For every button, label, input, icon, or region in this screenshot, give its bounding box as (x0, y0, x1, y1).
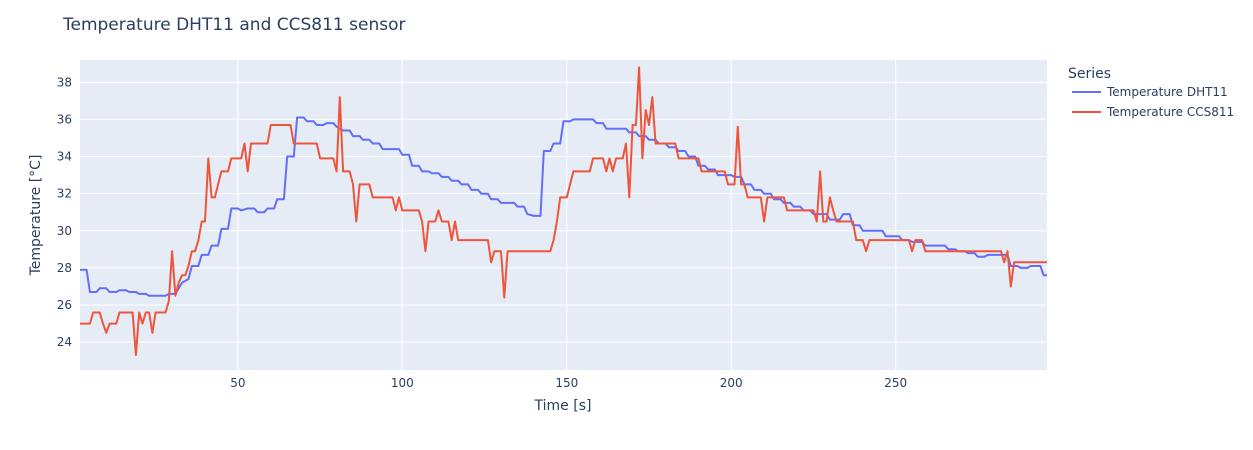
x-tick-label: 200 (720, 376, 743, 390)
x-tick-label: 50 (230, 376, 245, 390)
y-tick-label: 32 (57, 187, 72, 201)
legend-label-dht11: Temperature DHT11 (1106, 85, 1228, 99)
legend-label-ccs811: Temperature CCS811 (1106, 105, 1234, 119)
y-tick-label: 28 (57, 261, 72, 275)
y-tick-label: 26 (57, 298, 72, 312)
y-tick-label: 36 (57, 112, 72, 126)
x-tick-label: 100 (391, 376, 414, 390)
legend: Series Temperature DHT11 Temperature CCS… (1068, 66, 1234, 119)
x-tick-label: 250 (884, 376, 907, 390)
legend-item-dht11[interactable]: Temperature DHT11 (1072, 85, 1228, 99)
series-line-dht11[interactable] (80, 116, 1047, 297)
series-lines (80, 66, 1060, 357)
plot-area (80, 60, 1047, 370)
y-tick-label: 38 (57, 75, 72, 89)
y-tick-label: 24 (57, 335, 72, 349)
legend-title: Series (1068, 66, 1111, 82)
y-axis-title: Temperature [°C] (28, 155, 44, 277)
x-tick-label: 150 (555, 376, 578, 390)
x-axis-title: Time [s] (534, 398, 592, 414)
chart-title: Temperature DHT11 and CCS811 sensor (62, 15, 406, 35)
tick-labels: 50 100 150 200 250 24 26 28 30 32 34 36 38 (57, 75, 907, 390)
series-line-ccs811[interactable] (80, 66, 1060, 357)
legend-item-ccs811[interactable]: Temperature CCS811 (1072, 105, 1234, 119)
y-tick-label: 30 (57, 224, 72, 238)
y-tick-label: 34 (57, 150, 72, 164)
